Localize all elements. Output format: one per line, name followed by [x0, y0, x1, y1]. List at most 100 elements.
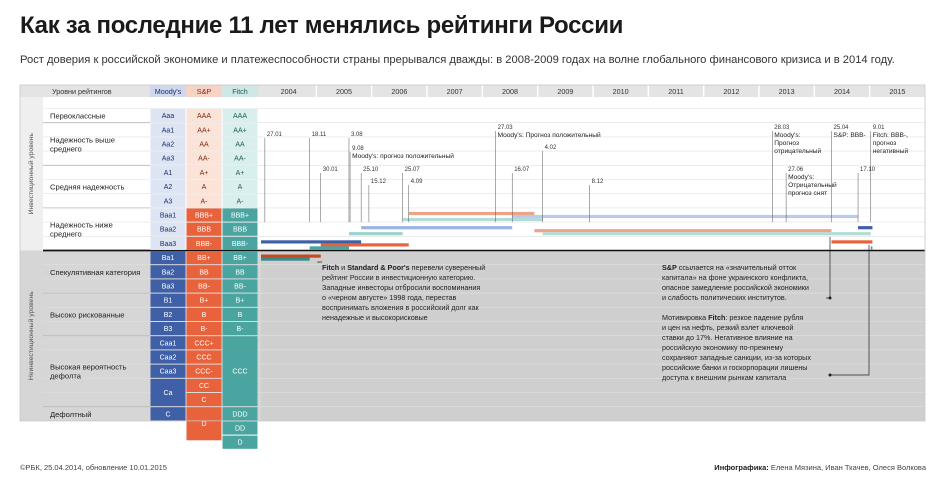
- sp-rating-B--cell: [186, 322, 222, 336]
- sp-rating-CCC-: CCC-: [195, 369, 213, 376]
- fitch-rating-CCC-cell: [222, 336, 258, 407]
- moodys-rating-Caa2-cell: [150, 350, 186, 364]
- sp-rating-CCC+-cell: [186, 336, 222, 350]
- sp-rating-BB+-cell: [186, 251, 222, 265]
- year-label-2013: 2013: [779, 87, 795, 96]
- category-label-2: Средняя надежность: [50, 183, 124, 192]
- chart-frame: [19, 84, 926, 422]
- sp-rating-D: D: [201, 421, 206, 428]
- fitch-rating-A: A: [238, 184, 243, 191]
- sp-rating-A--cell: [186, 194, 222, 208]
- sp-rating-BB: BB: [199, 269, 209, 276]
- fitch-rating-BBB-cell: [222, 222, 258, 236]
- note-left: Fitch и Standard & Poor's перевели сувер…: [322, 263, 485, 272]
- fitch-rating-A--cell: [222, 194, 258, 208]
- note-left-part: и: [339, 263, 347, 272]
- fitch-rating-AA+-cell: [222, 123, 258, 137]
- fitch-rating-AA-: AA-: [234, 156, 246, 163]
- header-moodys: Moody's: [155, 87, 182, 96]
- event-text-9.01: негативный: [873, 147, 909, 155]
- sp-rating-A: A: [202, 184, 207, 191]
- moodys-rating-Aa2-cell: [150, 137, 186, 151]
- fitch-rating-AA-cell: [222, 137, 258, 151]
- fitch-rating-BBB-: BBB-: [232, 241, 249, 248]
- moodys-band-baa1: [512, 214, 859, 219]
- footer-copyright: ©РБК, 25.04.2014, обновление 10.01.2015: [20, 463, 167, 472]
- fitch-rating-DDD-cell: [222, 407, 258, 421]
- moodys-rating-Aa3-cell: [150, 151, 186, 165]
- year-label-2014: 2014: [834, 87, 850, 96]
- note-right-sp: S&P ссылается на «значительный отток: [662, 263, 797, 272]
- year-label-2008: 2008: [502, 87, 518, 96]
- note-right-sp-line: опасное замедление российской экономики: [662, 283, 809, 292]
- moodys-rating-B3-cell: [150, 322, 186, 336]
- sp-rating-CCC: CCC: [196, 355, 211, 362]
- year-label-2005: 2005: [336, 87, 352, 96]
- header-sp-bg: [186, 85, 222, 97]
- sp-rating-A+: A+: [200, 170, 209, 177]
- sp-rating-CCC--cell: [186, 364, 222, 378]
- moodys-rating-Caa1: Caa1: [160, 340, 177, 347]
- sp-rating-CCC+: CCC+: [194, 340, 213, 347]
- note-left-line: рейтинг России в инвестиционную категори…: [322, 273, 475, 282]
- year-label-2015: 2015: [889, 87, 905, 96]
- event-date-25.04: 25.04: [833, 125, 849, 131]
- sp-band-bb-plus: [261, 254, 321, 258]
- note-right-fitch-line: сохраняют западные санкции, из-за которы…: [662, 353, 811, 362]
- sp-rating-BBB--cell: [186, 236, 222, 250]
- moodys-rating-Ba2: Ba2: [162, 269, 175, 276]
- category-label-7: Дефолтный: [50, 410, 91, 419]
- moodys-rating-B2: B2: [164, 312, 173, 319]
- note-right-fitch: Мотивировка Fitch: резкое падение рубля: [662, 313, 803, 322]
- note-left-line: о «черном августе» 1998 года, перестав: [322, 293, 457, 302]
- moodys-rating-A1-cell: [150, 165, 186, 179]
- category-label-1: среднего: [50, 145, 82, 154]
- header-fitch: Fitch: [232, 87, 248, 96]
- event-text-28.03: Moody's:: [774, 132, 800, 139]
- event-text-28.03: отрицательный: [774, 147, 821, 155]
- year-label-2007: 2007: [447, 87, 463, 96]
- category-label-0: Первоклассные: [50, 112, 106, 121]
- fitch-rating-B+-cell: [222, 293, 258, 307]
- category-label-1: Надежность выше: [50, 136, 115, 145]
- sp-rating-AA+-cell: [186, 123, 222, 137]
- note-right-fitch-line: и цен на нефть, резкий взлет ключевой: [662, 323, 793, 332]
- note-left-line: ненадежные и высокорисковые: [322, 313, 428, 322]
- moodys-rating-B2-cell: [150, 307, 186, 321]
- moodys-rating-Caa1-cell: [150, 336, 186, 350]
- sp-rating-BB-cell: [186, 265, 222, 279]
- event-date-27.01: 27.01: [267, 132, 283, 138]
- sp-rating-B-: B-: [201, 326, 209, 333]
- page-title: Как за последние 11 лет менялись рейтинг…: [20, 12, 624, 39]
- category-label-3: среднего: [50, 230, 82, 239]
- moodys-rating-Aaa: Aaa: [162, 113, 175, 120]
- header-fitch-bg: [222, 85, 258, 97]
- note-right-fitch-leader: [830, 245, 870, 376]
- event-date-17.10: 17.10: [860, 167, 876, 173]
- fitch-rating-AAA-cell: [222, 109, 258, 123]
- moodys-rating-Baa3-cell: [150, 236, 186, 250]
- footer-credits-names: Елена Мязина, Иван Ткачев, Олеся Волкова: [768, 463, 926, 472]
- sp-rating-AA-: AA-: [198, 156, 210, 163]
- event-date-25.10: 25.10: [363, 167, 379, 173]
- fitch-rating-BBB+: BBB+: [231, 213, 249, 220]
- sp-band-bbb-plus: [408, 211, 535, 216]
- category-label-3: Надежность ниже: [50, 221, 113, 230]
- note-left-part: перевели суверенный: [410, 263, 486, 272]
- sp-rating-C: C: [201, 397, 206, 404]
- fitch-rating-AAA: AAA: [233, 113, 247, 120]
- fitch-rating-D-cell: [222, 435, 258, 449]
- sp-rating-AA: AA: [199, 142, 209, 149]
- moodys-rating-Ba1: Ba1: [162, 255, 175, 262]
- note-right-fitch-part: Fitch: [708, 313, 725, 322]
- moodys-rating-Ba1-cell: [150, 251, 186, 265]
- fitch-band-bbb-minus-2015: [870, 246, 873, 250]
- event-date-27.06: 27.06: [788, 167, 804, 173]
- note-right-fitch-line: ставки до 17%. Негативное влияние на: [662, 333, 793, 342]
- event-text-9.01: прогноз: [873, 140, 897, 147]
- sp-rating-AAA-cell: [186, 109, 222, 123]
- event-text-27.06: прогноз снят: [788, 190, 827, 197]
- sp-rating-C-cell: [186, 393, 222, 407]
- footer-credits: Инфографика: Елена Мязина, Иван Ткачев, …: [714, 463, 926, 472]
